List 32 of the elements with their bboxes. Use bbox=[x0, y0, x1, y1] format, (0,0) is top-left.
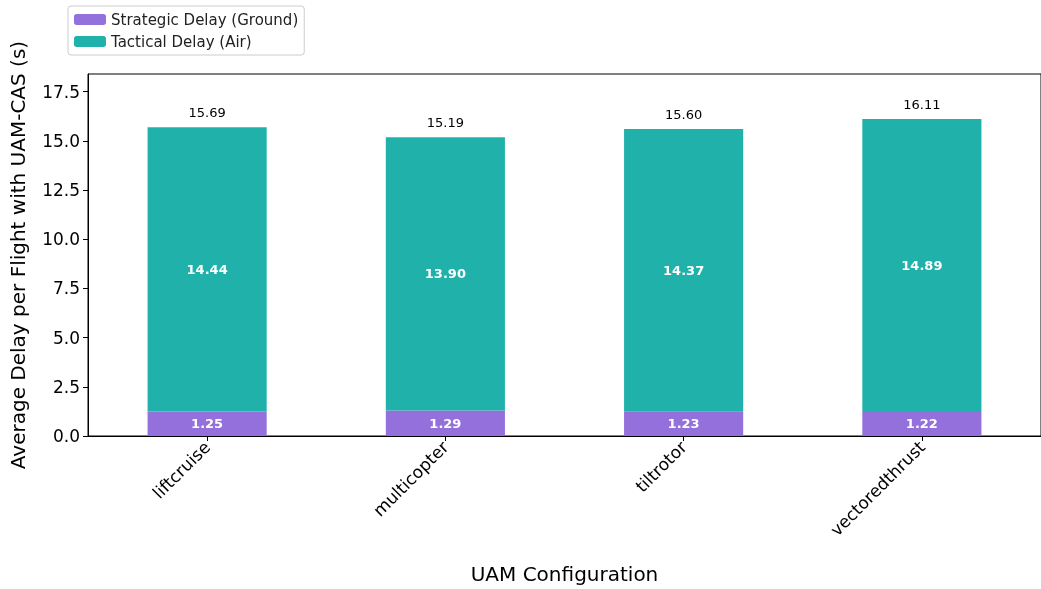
data-label: 1.23 bbox=[667, 416, 700, 432]
data-label: 14.89 bbox=[901, 258, 943, 274]
y-tick-label: 2.5 bbox=[52, 376, 80, 397]
total-label: 15.69 bbox=[188, 105, 226, 121]
bar bbox=[385, 410, 505, 436]
y-tick-label: 7.5 bbox=[52, 278, 80, 299]
bar bbox=[147, 411, 267, 436]
x-axis-title: UAM Configuration bbox=[470, 562, 659, 586]
y-tick-label: 17.5 bbox=[42, 81, 80, 102]
y-tick-label: 5.0 bbox=[52, 327, 80, 348]
legend-label: Strategic Delay (Ground) bbox=[111, 10, 299, 29]
bar bbox=[624, 411, 744, 436]
y-axis-title: Average Delay per Flight with UAM-CAS (s) bbox=[6, 40, 30, 470]
data-label: 1.25 bbox=[191, 416, 224, 432]
legend-label: Tactical Delay (Air) bbox=[110, 32, 252, 51]
data-label: 13.90 bbox=[424, 266, 466, 282]
y-tick-label: 12.5 bbox=[42, 180, 80, 201]
bar bbox=[147, 127, 267, 412]
data-label: 1.22 bbox=[905, 416, 938, 432]
total-label: 15.19 bbox=[426, 115, 464, 131]
total-label: 16.11 bbox=[903, 97, 941, 113]
bar bbox=[862, 119, 982, 412]
y-tick-label: 15.0 bbox=[42, 130, 80, 151]
bar bbox=[385, 137, 505, 411]
bar bbox=[862, 412, 982, 436]
y-tick-label: 0.0 bbox=[52, 426, 80, 446]
total-label: 15.60 bbox=[665, 107, 703, 123]
y-tick-label: 10.0 bbox=[42, 229, 80, 250]
data-label: 14.44 bbox=[186, 261, 228, 277]
data-label: 14.37 bbox=[663, 262, 705, 278]
bar bbox=[624, 129, 744, 412]
data-label: 1.29 bbox=[429, 415, 462, 431]
